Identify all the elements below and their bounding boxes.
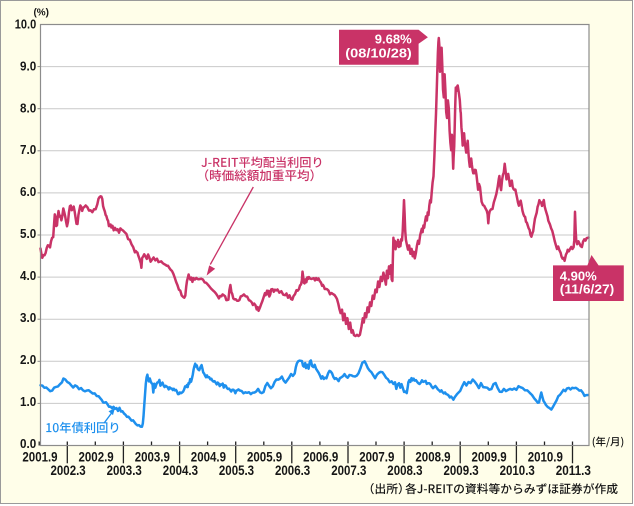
svg-text:9.68%: 9.68% xyxy=(375,32,412,47)
svg-text:5.0: 5.0 xyxy=(20,226,36,241)
svg-text:2007.9: 2007.9 xyxy=(359,450,394,465)
svg-text:2003.3: 2003.3 xyxy=(107,463,142,478)
svg-text:2004.9: 2004.9 xyxy=(191,450,226,465)
svg-text:(11/6/27): (11/6/27) xyxy=(560,282,615,297)
svg-text:2002.9: 2002.9 xyxy=(79,450,114,465)
svg-text:2005.9: 2005.9 xyxy=(247,450,282,465)
svg-text:(08/10/28): (08/10/28) xyxy=(345,45,412,60)
svg-text:4.0: 4.0 xyxy=(20,268,36,283)
svg-text:2.0: 2.0 xyxy=(20,352,36,367)
svg-text:2004.3: 2004.3 xyxy=(163,463,198,478)
svg-text:2011.3: 2011.3 xyxy=(556,463,591,478)
svg-text:2005.3: 2005.3 xyxy=(219,463,254,478)
svg-text:2008.3: 2008.3 xyxy=(387,463,422,478)
svg-text:3.0: 3.0 xyxy=(20,310,36,325)
svg-text:2007.3: 2007.3 xyxy=(331,463,366,478)
svg-text:9.0: 9.0 xyxy=(20,58,36,73)
svg-text:2010.9: 2010.9 xyxy=(528,450,563,465)
svg-text:(%): (%) xyxy=(33,7,49,19)
svg-text:2008.9: 2008.9 xyxy=(415,450,450,465)
svg-text:2001.9: 2001.9 xyxy=(22,450,57,465)
svg-text:2006.3: 2006.3 xyxy=(275,463,310,478)
svg-text:1.0: 1.0 xyxy=(20,394,36,409)
svg-text:7.0: 7.0 xyxy=(20,142,36,157)
svg-text:2009.3: 2009.3 xyxy=(444,463,479,478)
svg-text:6.0: 6.0 xyxy=(20,184,36,199)
svg-text:2010.3: 2010.3 xyxy=(500,463,535,478)
svg-text:4.90%: 4.90% xyxy=(560,268,597,283)
svg-text:0.0: 0.0 xyxy=(20,436,36,451)
svg-text:10.0: 10.0 xyxy=(15,16,36,31)
svg-text:8.0: 8.0 xyxy=(20,100,36,115)
svg-text:2002.3: 2002.3 xyxy=(51,463,86,478)
svg-text:2006.9: 2006.9 xyxy=(303,450,338,465)
svg-text:2009.9: 2009.9 xyxy=(472,450,507,465)
svg-text:2003.9: 2003.9 xyxy=(135,450,170,465)
